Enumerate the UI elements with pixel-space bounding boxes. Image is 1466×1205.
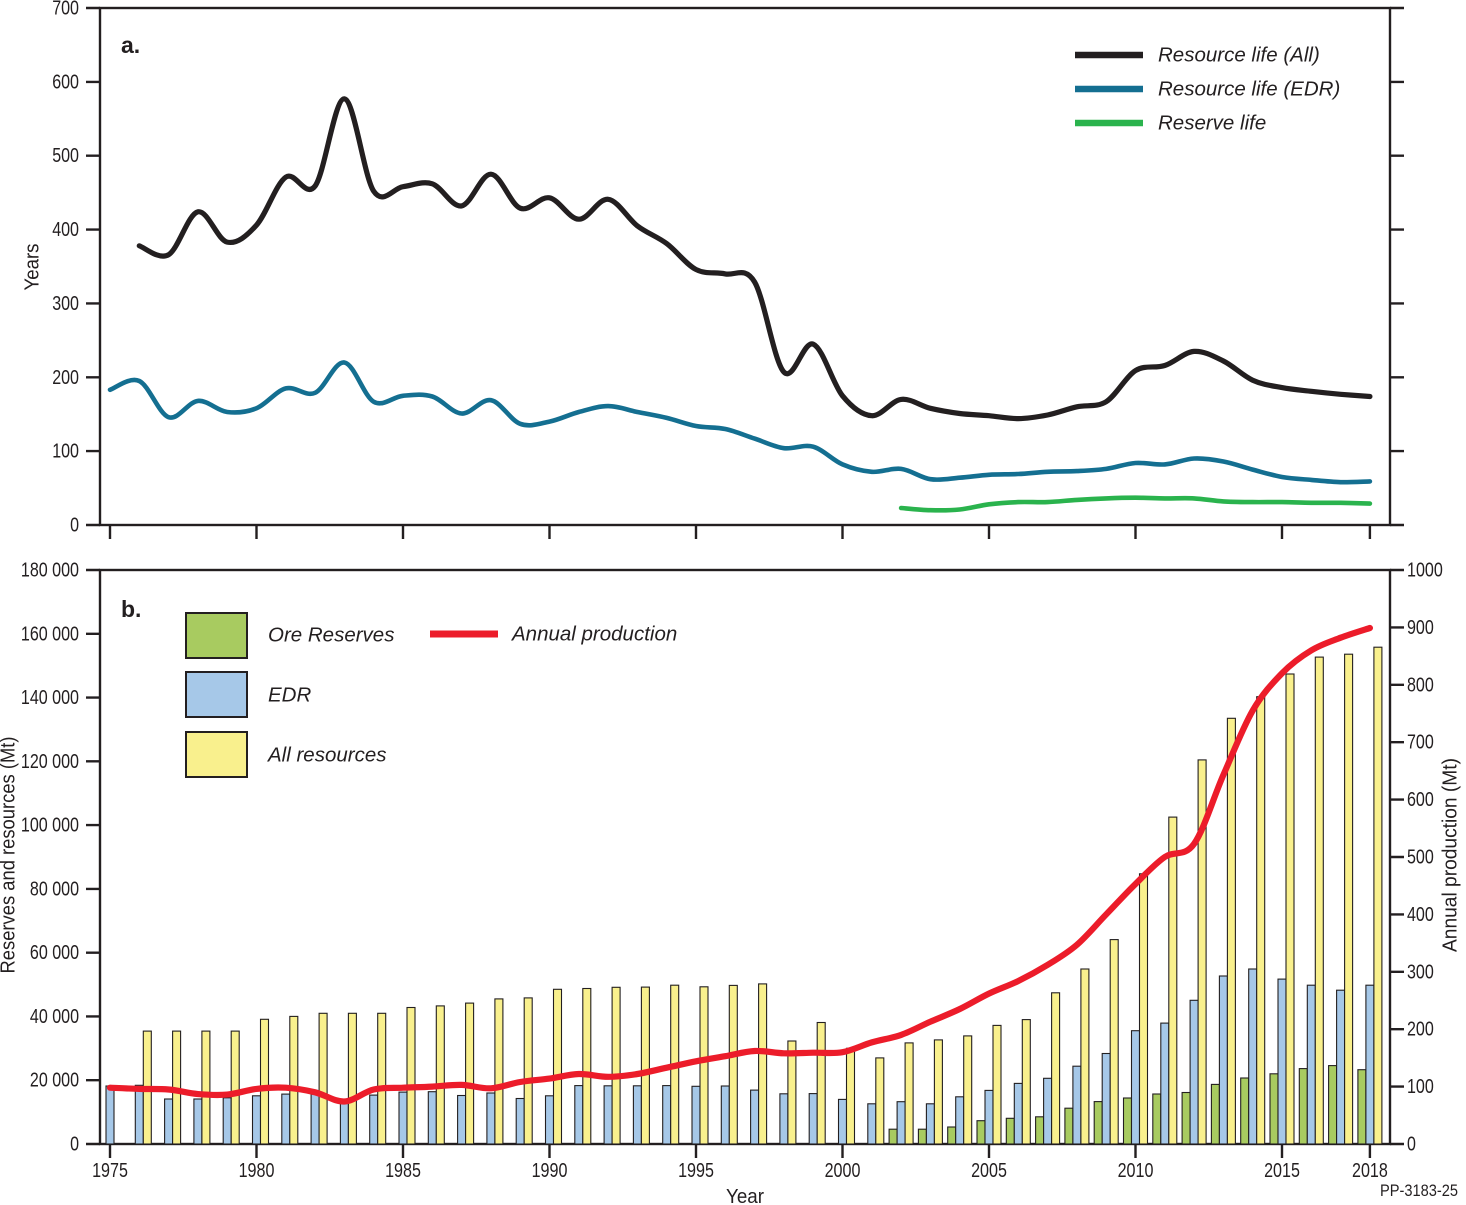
svg-text:2000: 2000 bbox=[825, 1159, 861, 1182]
svg-text:0: 0 bbox=[1407, 1133, 1416, 1156]
svg-text:1985: 1985 bbox=[385, 1159, 421, 1182]
svg-text:20 000: 20 000 bbox=[30, 1069, 79, 1092]
svg-text:120 000: 120 000 bbox=[21, 750, 79, 773]
svg-text:700: 700 bbox=[1407, 731, 1434, 754]
svg-text:Resource life (EDR): Resource life (EDR) bbox=[1158, 78, 1340, 101]
svg-text:400: 400 bbox=[52, 218, 79, 241]
svg-text:Annual production (Mt): Annual production (Mt) bbox=[1439, 758, 1462, 952]
svg-text:500: 500 bbox=[52, 144, 79, 167]
svg-text:1975: 1975 bbox=[92, 1159, 128, 1182]
svg-text:500: 500 bbox=[1407, 846, 1434, 869]
svg-text:800: 800 bbox=[1407, 673, 1434, 696]
svg-text:160 000: 160 000 bbox=[21, 622, 79, 645]
svg-text:Reserve life: Reserve life bbox=[1158, 112, 1266, 135]
svg-text:180 000: 180 000 bbox=[21, 559, 79, 582]
svg-text:1995: 1995 bbox=[678, 1159, 714, 1182]
svg-text:900: 900 bbox=[1407, 616, 1434, 639]
svg-text:Year: Year bbox=[726, 1185, 764, 1205]
svg-text:100 000: 100 000 bbox=[21, 814, 79, 837]
svg-text:300: 300 bbox=[1407, 960, 1434, 983]
svg-text:Reserves and resources (Mt): Reserves and resources (Mt) bbox=[0, 737, 20, 974]
svg-text:2005: 2005 bbox=[971, 1159, 1007, 1182]
svg-text:100: 100 bbox=[1407, 1075, 1434, 1098]
svg-text:b.: b. bbox=[121, 596, 141, 622]
svg-text:2015: 2015 bbox=[1264, 1159, 1300, 1182]
svg-text:Years: Years bbox=[21, 244, 44, 291]
svg-text:100: 100 bbox=[52, 440, 79, 463]
svg-text:a.: a. bbox=[121, 32, 140, 58]
svg-text:Ore Reserves: Ore Reserves bbox=[268, 624, 394, 647]
svg-text:0: 0 bbox=[70, 1133, 79, 1156]
svg-text:600: 600 bbox=[1407, 788, 1434, 811]
svg-text:60 000: 60 000 bbox=[30, 941, 79, 964]
svg-text:2010: 2010 bbox=[1118, 1159, 1154, 1182]
svg-text:0: 0 bbox=[70, 514, 79, 537]
svg-text:1990: 1990 bbox=[532, 1159, 568, 1182]
svg-text:200: 200 bbox=[1407, 1018, 1434, 1041]
svg-text:80 000: 80 000 bbox=[30, 877, 79, 900]
svg-text:Resource life (All): Resource life (All) bbox=[1158, 44, 1320, 67]
svg-text:1000: 1000 bbox=[1407, 559, 1443, 582]
svg-text:2018: 2018 bbox=[1352, 1159, 1388, 1182]
svg-text:200: 200 bbox=[52, 366, 79, 389]
svg-text:Annual production: Annual production bbox=[510, 623, 677, 646]
svg-text:300: 300 bbox=[52, 292, 79, 315]
svg-text:40 000: 40 000 bbox=[30, 1005, 79, 1028]
svg-text:700: 700 bbox=[52, 0, 79, 20]
svg-text:140 000: 140 000 bbox=[21, 686, 79, 709]
svg-text:400: 400 bbox=[1407, 903, 1434, 926]
svg-text:All resources: All resources bbox=[266, 744, 387, 767]
svg-text:1980: 1980 bbox=[239, 1159, 275, 1182]
svg-text:EDR: EDR bbox=[268, 684, 311, 707]
svg-text:PP-3183-25: PP-3183-25 bbox=[1380, 1181, 1458, 1200]
svg-text:600: 600 bbox=[52, 70, 79, 93]
